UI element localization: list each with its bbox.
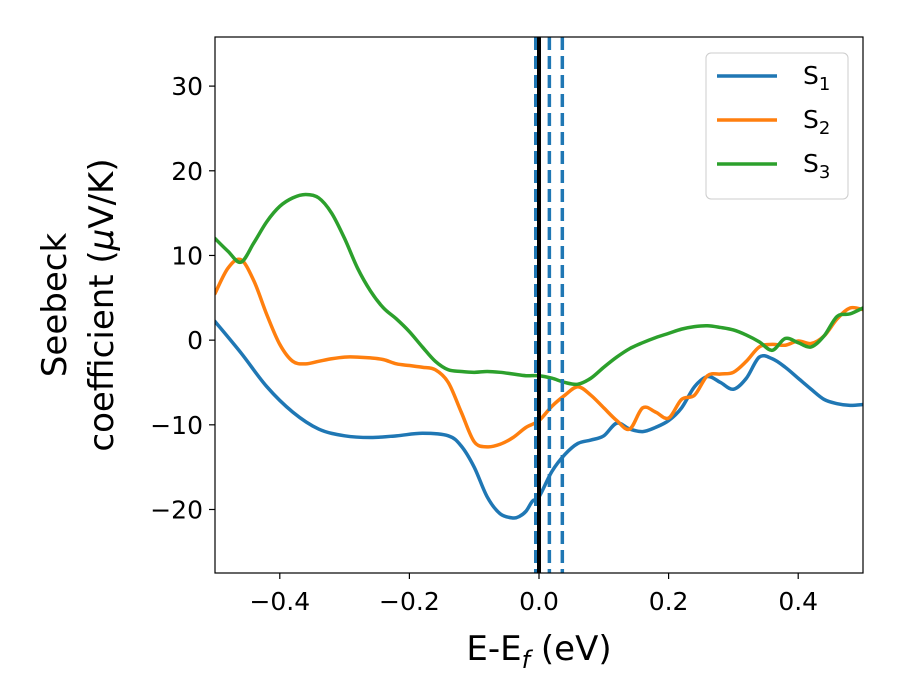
y-tick-label: 0 bbox=[187, 326, 203, 355]
x-axis-ticks: −0.4 −0.2 0.0 0.2 0.4 bbox=[249, 573, 818, 616]
legend-label-s1: S1 bbox=[803, 61, 830, 95]
x-tick-label: −0.2 bbox=[379, 587, 440, 616]
y-tick-label: 30 bbox=[171, 72, 203, 101]
vline-layer bbox=[534, 37, 565, 573]
legend: S1 S2 S3 bbox=[705, 52, 849, 200]
x-axis-label-unit: (eV) bbox=[530, 629, 612, 669]
y-tick-label: −20 bbox=[150, 495, 203, 524]
y-axis-label-suffix: V/K) bbox=[82, 158, 122, 228]
x-axis-label-main: E-E bbox=[466, 629, 521, 669]
x-tick-label: 0.0 bbox=[519, 587, 559, 616]
legend-label-s3: S3 bbox=[803, 149, 830, 183]
y-axis-label: Seebeck coefficient (μV/K) bbox=[35, 158, 122, 451]
x-tick-label: −0.4 bbox=[249, 587, 310, 616]
y-axis-ticks: −20 −10 0 10 20 30 bbox=[150, 72, 215, 524]
x-tick-label: 0.4 bbox=[778, 587, 818, 616]
y-tick-label: 20 bbox=[171, 157, 203, 186]
y-axis-label-line2: coefficient (μV/K) bbox=[82, 158, 122, 451]
series-line-s1 bbox=[215, 319, 863, 520]
legend-label-s2: S2 bbox=[803, 105, 830, 139]
y-axis-label-prefix: coefficient ( bbox=[82, 250, 122, 451]
x-axis-label: E-Ef (eV) bbox=[466, 629, 611, 674]
y-tick-label: −10 bbox=[150, 411, 203, 440]
y-tick-label: 10 bbox=[171, 241, 203, 270]
y-axis-label-line1: Seebeck bbox=[35, 233, 75, 378]
x-tick-label: 0.2 bbox=[649, 587, 689, 616]
y-axis-label-mu: μ bbox=[82, 229, 122, 252]
